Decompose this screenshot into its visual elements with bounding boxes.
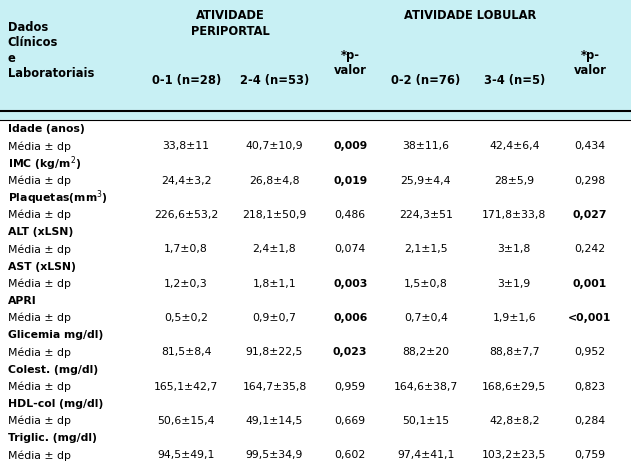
Text: 2,4±1,8: 2,4±1,8	[252, 244, 297, 254]
Text: 0,009: 0,009	[333, 141, 367, 151]
Bar	[0, 112, 631, 120]
Bar	[0, 0, 631, 112]
Text: 164,7±35,8: 164,7±35,8	[242, 381, 307, 391]
Text: 81,5±8,4: 81,5±8,4	[161, 347, 211, 357]
Text: Média ± dp: Média ± dp	[8, 449, 71, 460]
Text: PERIPORTAL: PERIPORTAL	[191, 25, 269, 38]
Text: APRI: APRI	[8, 295, 37, 305]
Text: 0,602: 0,602	[334, 450, 366, 459]
Text: 171,8±33,8: 171,8±33,8	[482, 210, 546, 219]
Text: 0,027: 0,027	[573, 210, 607, 219]
Text: 0,759: 0,759	[574, 450, 606, 459]
Text: Plaquetas(mm$^3$): Plaquetas(mm$^3$)	[8, 188, 107, 207]
Text: valor: valor	[574, 64, 606, 77]
Text: 0,959: 0,959	[334, 381, 366, 391]
Text: 1,2±0,3: 1,2±0,3	[164, 278, 208, 288]
Text: ATIVIDADE: ATIVIDADE	[196, 9, 264, 22]
Text: 97,4±41,1: 97,4±41,1	[398, 450, 454, 459]
Text: Triglic. (mg/dl): Triglic. (mg/dl)	[8, 432, 97, 442]
Text: Média ± dp: Média ± dp	[8, 244, 71, 254]
Text: 50,1±15: 50,1±15	[403, 415, 449, 425]
Text: ATIVIDADE LOBULAR: ATIVIDADE LOBULAR	[404, 9, 536, 22]
Text: 0,5±0,2: 0,5±0,2	[164, 313, 208, 322]
Text: Média ± dp: Média ± dp	[8, 278, 71, 288]
Text: 0,284: 0,284	[574, 415, 606, 425]
Text: 0-1 (n=28): 0-1 (n=28)	[151, 74, 221, 87]
Text: 91,8±22,5: 91,8±22,5	[246, 347, 303, 357]
Text: 224,3±51: 224,3±51	[399, 210, 453, 219]
Text: 49,1±14,5: 49,1±14,5	[246, 415, 303, 425]
Text: 165,1±42,7: 165,1±42,7	[154, 381, 218, 391]
Text: 164,6±38,7: 164,6±38,7	[394, 381, 458, 391]
Text: 0,001: 0,001	[573, 278, 607, 288]
Text: 0,7±0,4: 0,7±0,4	[404, 313, 448, 322]
Text: 42,8±8,2: 42,8±8,2	[489, 415, 540, 425]
Text: 3±1,8: 3±1,8	[498, 244, 531, 254]
Text: 0,006: 0,006	[333, 313, 367, 322]
Text: 0,9±0,7: 0,9±0,7	[252, 313, 297, 322]
Text: *p-: *p-	[341, 49, 360, 62]
Text: 3-4 (n=5): 3-4 (n=5)	[483, 74, 545, 87]
Text: *p-: *p-	[581, 49, 599, 62]
Text: 0,074: 0,074	[334, 244, 366, 254]
Text: Glicemia mg/dl): Glicemia mg/dl)	[8, 330, 103, 339]
Text: 88,8±7,7: 88,8±7,7	[489, 347, 540, 357]
Text: 168,6±29,5: 168,6±29,5	[482, 381, 546, 391]
Text: AST (xLSN): AST (xLSN)	[8, 261, 76, 271]
Text: valor: valor	[334, 64, 367, 77]
Text: 1,8±1,1: 1,8±1,1	[252, 278, 297, 288]
Bar	[0, 120, 631, 463]
Text: 0,486: 0,486	[334, 210, 366, 219]
Text: 218,1±50,9: 218,1±50,9	[242, 210, 307, 219]
Text: 0,003: 0,003	[333, 278, 367, 288]
Text: Idade (anos): Idade (anos)	[8, 124, 85, 134]
Text: IMC (kg/m$^2$): IMC (kg/m$^2$)	[8, 154, 81, 173]
Text: Média ± dp: Média ± dp	[8, 209, 71, 220]
Text: Média ± dp: Média ± dp	[8, 381, 71, 391]
Text: HDL-col (mg/dl): HDL-col (mg/dl)	[8, 398, 103, 408]
Text: Média ± dp: Média ± dp	[8, 141, 71, 151]
Text: Laboratoriais: Laboratoriais	[8, 67, 94, 80]
Text: Média ± dp: Média ± dp	[8, 346, 71, 357]
Text: Clínicos: Clínicos	[8, 36, 58, 49]
Text: 0,023: 0,023	[333, 347, 367, 357]
Text: 1,9±1,6: 1,9±1,6	[492, 313, 536, 322]
Text: Média ± dp: Média ± dp	[8, 175, 71, 186]
Text: <0,001: <0,001	[569, 313, 611, 322]
Text: 1,5±0,8: 1,5±0,8	[404, 278, 448, 288]
Text: 2-4 (n=53): 2-4 (n=53)	[240, 74, 309, 87]
Text: 0,242: 0,242	[574, 244, 606, 254]
Text: 1,7±0,8: 1,7±0,8	[164, 244, 208, 254]
Text: 0,669: 0,669	[334, 415, 366, 425]
Text: 50,6±15,4: 50,6±15,4	[157, 415, 215, 425]
Text: 25,9±4,4: 25,9±4,4	[401, 175, 451, 185]
Text: 33,8±11: 33,8±11	[163, 141, 209, 151]
Text: 0,434: 0,434	[574, 141, 606, 151]
Text: 42,4±6,4: 42,4±6,4	[489, 141, 540, 151]
Text: 28±5,9: 28±5,9	[494, 175, 534, 185]
Text: 0-2 (n=76): 0-2 (n=76)	[391, 74, 461, 87]
Text: 2,1±1,5: 2,1±1,5	[404, 244, 448, 254]
Text: 38±11,6: 38±11,6	[403, 141, 449, 151]
Text: Média ± dp: Média ± dp	[8, 415, 71, 425]
Text: 0,952: 0,952	[574, 347, 606, 357]
Text: 99,5±34,9: 99,5±34,9	[246, 450, 303, 459]
Text: 0,298: 0,298	[574, 175, 606, 185]
Text: ALT (xLSN): ALT (xLSN)	[8, 227, 73, 237]
Text: 40,7±10,9: 40,7±10,9	[245, 141, 304, 151]
Text: Média ± dp: Média ± dp	[8, 312, 71, 323]
Text: 0,019: 0,019	[333, 175, 367, 185]
Text: 24,4±3,2: 24,4±3,2	[161, 175, 211, 185]
Text: 103,2±23,5: 103,2±23,5	[482, 450, 546, 459]
Text: Colest. (mg/dl): Colest. (mg/dl)	[8, 364, 98, 374]
Text: e: e	[8, 51, 15, 64]
Text: 0,823: 0,823	[574, 381, 606, 391]
Text: 226,6±53,2: 226,6±53,2	[154, 210, 218, 219]
Text: Dados: Dados	[8, 21, 48, 34]
Text: 26,8±4,8: 26,8±4,8	[249, 175, 300, 185]
Text: 88,2±20: 88,2±20	[403, 347, 449, 357]
Text: 3±1,9: 3±1,9	[498, 278, 531, 288]
Text: 94,5±49,1: 94,5±49,1	[158, 450, 215, 459]
